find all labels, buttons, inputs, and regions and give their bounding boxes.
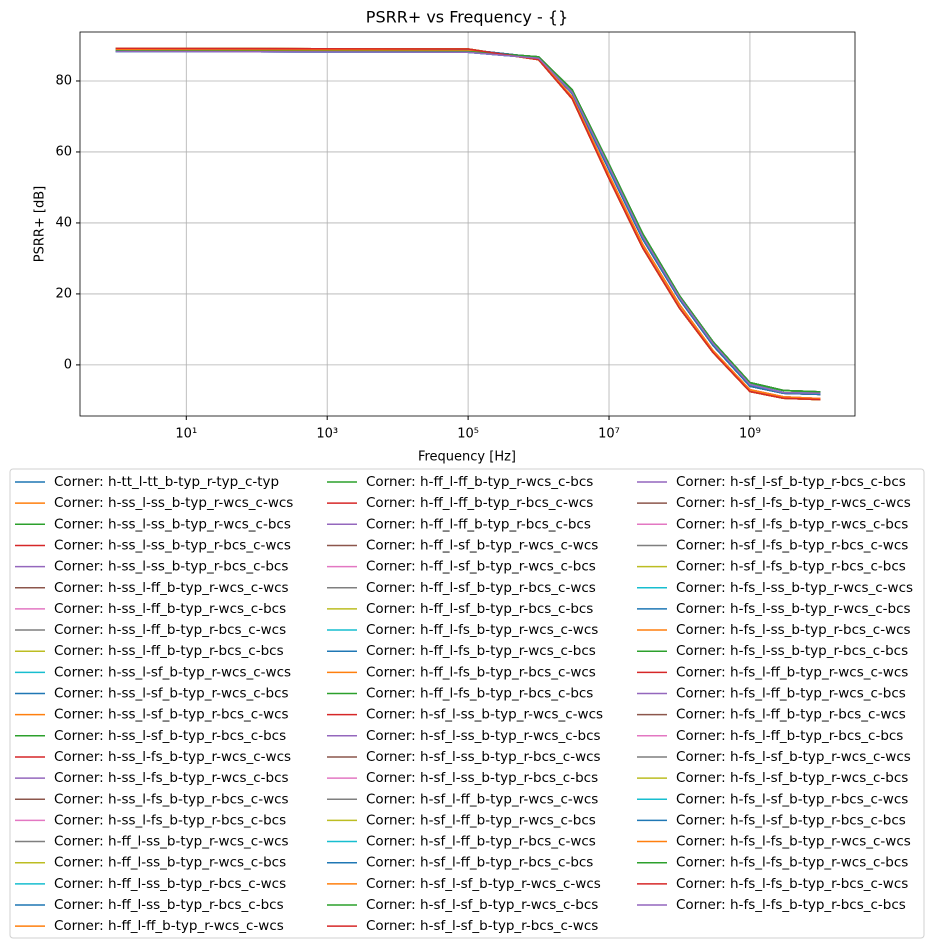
legend-text: Corner: h-ss_l-ss_b-typ_r-bcs_c-bcs	[54, 559, 288, 575]
legend-text: Corner: h-fs_l-sf_b-typ_r-bcs_c-bcs	[676, 812, 906, 828]
legend-text: Corner: h-fs_l-fs_b-typ_r-wcs_c-wcs	[676, 834, 911, 850]
legend-text: Corner: h-sf_l-ss_b-typ_r-wcs_c-wcs	[366, 707, 603, 723]
legend-text: Corner: h-sf_l-fs_b-typ_r-wcs_c-bcs	[676, 516, 908, 532]
legend-text: Corner: h-ss_l-sf_b-typ_r-wcs_c-wcs	[54, 664, 291, 680]
legend-text: Corner: h-fs_l-fs_b-typ_r-bcs_c-bcs	[676, 897, 906, 913]
legend-text: Corner: h-sf_l-ff_b-typ_r-bcs_c-wcs	[366, 834, 596, 850]
y-tick-label: 20	[55, 286, 72, 301]
legend-text: Corner: h-fs_l-ff_b-typ_r-bcs_c-wcs	[676, 707, 906, 723]
legend-text: Corner: h-sf_l-sf_b-typ_r-bcs_c-bcs	[676, 474, 906, 490]
legend-text: Corner: h-ff_l-ff_b-typ_r-bcs_c-wcs	[366, 495, 593, 511]
legend-text: Corner: h-fs_l-ff_b-typ_r-bcs_c-bcs	[676, 728, 903, 744]
y-axis-label: PSRR+ [dB]	[33, 186, 48, 263]
legend-text: Corner: h-tt_l-tt_b-typ_r-typ_c-typ	[54, 474, 279, 490]
legend-text: Corner: h-sf_l-sf_b-typ_r-wcs_c-bcs	[366, 897, 598, 913]
legend-text: Corner: h-fs_l-ff_b-typ_r-wcs_c-wcs	[676, 664, 908, 680]
x-tick-label: 10⁷	[598, 427, 620, 442]
x-axis-label: Frequency [Hz]	[418, 450, 516, 465]
legend-text: Corner: h-sf_l-fs_b-typ_r-wcs_c-wcs	[676, 495, 911, 511]
legend-text: Corner: h-sf_l-ss_b-typ_r-bcs_c-bcs	[366, 770, 598, 786]
x-tick-label: 10⁹	[739, 427, 761, 442]
legend-text: Corner: h-ff_l-ss_b-typ_r-wcs_c-wcs	[54, 834, 289, 850]
legend-text: Corner: h-ss_l-ff_b-typ_r-bcs_c-bcs	[54, 643, 284, 659]
legend-text: Corner: h-fs_l-sf_b-typ_r-bcs_c-wcs	[676, 791, 908, 807]
series-line	[115, 50, 821, 395]
y-tick-label: 80	[55, 73, 72, 88]
legend-text: Corner: h-ff_l-fs_b-typ_r-bcs_c-bcs	[366, 686, 593, 702]
legend-text: Corner: h-ss_l-fs_b-typ_r-bcs_c-bcs	[54, 812, 286, 828]
legend-text: Corner: h-sf_l-fs_b-typ_r-bcs_c-wcs	[676, 537, 908, 553]
legend-text: Corner: h-ff_l-fs_b-typ_r-bcs_c-wcs	[366, 664, 596, 680]
legend-text: Corner: h-sf_l-ss_b-typ_r-bcs_c-wcs	[366, 749, 601, 765]
legend-text: Corner: h-ff_l-ss_b-typ_r-bcs_c-wcs	[54, 876, 286, 892]
legend-text: Corner: h-fs_l-ss_b-typ_r-wcs_c-bcs	[676, 601, 911, 617]
legend-text: Corner: h-ss_l-fs_b-typ_r-bcs_c-wcs	[54, 791, 289, 807]
y-tick-label: 40	[55, 215, 72, 230]
legend-text: Corner: h-ss_l-ss_b-typ_r-wcs_c-bcs	[54, 516, 291, 532]
x-tick-label: 10⁵	[457, 427, 479, 442]
legend-text: Corner: h-sf_l-ff_b-typ_r-bcs_c-bcs	[366, 855, 593, 871]
legend-text: Corner: h-ff_l-ff_b-typ_r-wcs_c-bcs	[366, 474, 593, 490]
legend-text: Corner: h-ff_l-ss_b-typ_r-wcs_c-bcs	[54, 855, 286, 871]
legend-text: Corner: h-sf_l-ss_b-typ_r-wcs_c-bcs	[366, 728, 601, 744]
legend-text: Corner: h-ff_l-ss_b-typ_r-bcs_c-bcs	[54, 897, 284, 913]
legend-text: Corner: h-ss_l-fs_b-typ_r-wcs_c-wcs	[54, 749, 291, 765]
legend-text: Corner: h-ss_l-ss_b-typ_r-bcs_c-wcs	[54, 537, 291, 553]
x-tick-label: 10³	[316, 427, 338, 442]
legend-text: Corner: h-ss_l-ff_b-typ_r-wcs_c-wcs	[54, 580, 289, 596]
legend-text: Corner: h-ss_l-sf_b-typ_r-bcs_c-bcs	[54, 728, 286, 744]
legend-text: Corner: h-ss_l-sf_b-typ_r-bcs_c-wcs	[54, 707, 289, 723]
legend-text: Corner: h-ff_l-sf_b-typ_r-bcs_c-bcs	[366, 601, 593, 617]
x-tick-label: 10¹	[175, 427, 197, 442]
legend-text: Corner: h-ff_l-sf_b-typ_r-wcs_c-bcs	[366, 559, 596, 575]
y-tick-label: 0	[64, 357, 72, 372]
legend-text: Corner: h-ff_l-fs_b-typ_r-wcs_c-bcs	[366, 643, 596, 659]
legend-text: Corner: h-sf_l-fs_b-typ_r-bcs_c-bcs	[676, 559, 906, 575]
series-line	[115, 50, 821, 393]
plot-frame	[79, 31, 856, 417]
legend-text: Corner: h-ff_l-ff_b-typ_r-wcs_c-wcs	[54, 918, 284, 934]
legend-text: Corner: h-ss_l-ff_b-typ_r-wcs_c-bcs	[54, 601, 286, 617]
legend-text: Corner: h-ff_l-sf_b-typ_r-wcs_c-wcs	[366, 537, 598, 553]
legend-text: Corner: h-ff_l-ff_b-typ_r-bcs_c-bcs	[366, 516, 591, 532]
legend-text: Corner: h-sf_l-ff_b-typ_r-wcs_c-bcs	[366, 812, 596, 828]
legend-text: Corner: h-sf_l-ff_b-typ_r-wcs_c-wcs	[366, 791, 598, 807]
legend-text: Corner: h-ss_l-sf_b-typ_r-wcs_c-bcs	[54, 686, 289, 702]
legend-text: Corner: h-ss_l-fs_b-typ_r-wcs_c-bcs	[54, 770, 289, 786]
legend-text: Corner: h-ff_l-sf_b-typ_r-bcs_c-wcs	[366, 580, 596, 596]
legend-text: Corner: h-sf_l-sf_b-typ_r-wcs_c-wcs	[366, 876, 601, 892]
chart-title: PSRR+ vs Frequency - {}	[366, 8, 568, 27]
y-tick-label: 60	[55, 144, 72, 159]
legend-text: Corner: h-fs_l-ss_b-typ_r-bcs_c-wcs	[676, 622, 911, 638]
legend-text: Corner: h-fs_l-sf_b-typ_r-wcs_c-wcs	[676, 749, 911, 765]
legend-text: Corner: h-ss_l-ff_b-typ_r-bcs_c-wcs	[54, 622, 286, 638]
legend-text: Corner: h-fs_l-sf_b-typ_r-wcs_c-bcs	[676, 770, 908, 786]
legend-box	[9, 468, 925, 939]
legend-text: Corner: h-fs_l-ff_b-typ_r-wcs_c-bcs	[676, 686, 906, 702]
legend-text: Corner: h-fs_l-ss_b-typ_r-wcs_c-wcs	[676, 580, 913, 596]
legend-text: Corner: h-fs_l-ss_b-typ_r-bcs_c-bcs	[676, 643, 908, 659]
legend-text: Corner: h-ss_l-ss_b-typ_r-wcs_c-wcs	[54, 495, 293, 511]
legend-text: Corner: h-fs_l-fs_b-typ_r-bcs_c-wcs	[676, 876, 908, 892]
legend-text: Corner: h-sf_l-sf_b-typ_r-bcs_c-wcs	[366, 918, 598, 934]
legend-text: Corner: h-fs_l-fs_b-typ_r-wcs_c-bcs	[676, 855, 908, 871]
legend-text: Corner: h-ff_l-fs_b-typ_r-wcs_c-wcs	[366, 622, 598, 638]
